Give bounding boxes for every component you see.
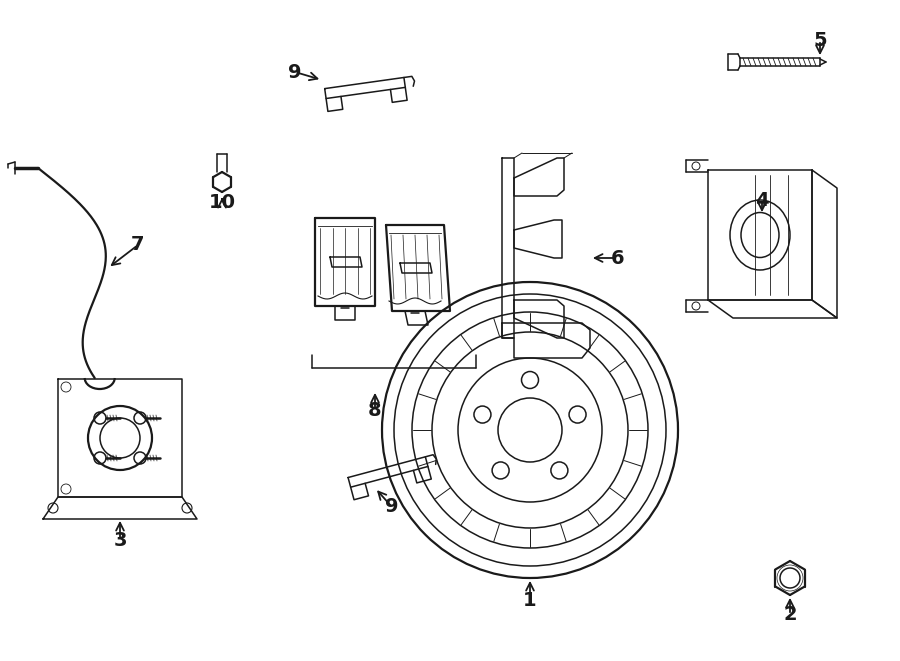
Text: 1: 1 xyxy=(523,590,536,609)
Text: 3: 3 xyxy=(113,531,127,549)
Text: 7: 7 xyxy=(131,235,145,254)
Text: 6: 6 xyxy=(611,249,625,268)
Text: 9: 9 xyxy=(288,63,302,81)
Text: 4: 4 xyxy=(755,190,769,210)
Text: 10: 10 xyxy=(209,192,236,212)
Text: 8: 8 xyxy=(368,401,382,420)
Text: 5: 5 xyxy=(814,30,827,50)
Text: 9: 9 xyxy=(385,498,399,516)
Text: 2: 2 xyxy=(783,605,796,625)
